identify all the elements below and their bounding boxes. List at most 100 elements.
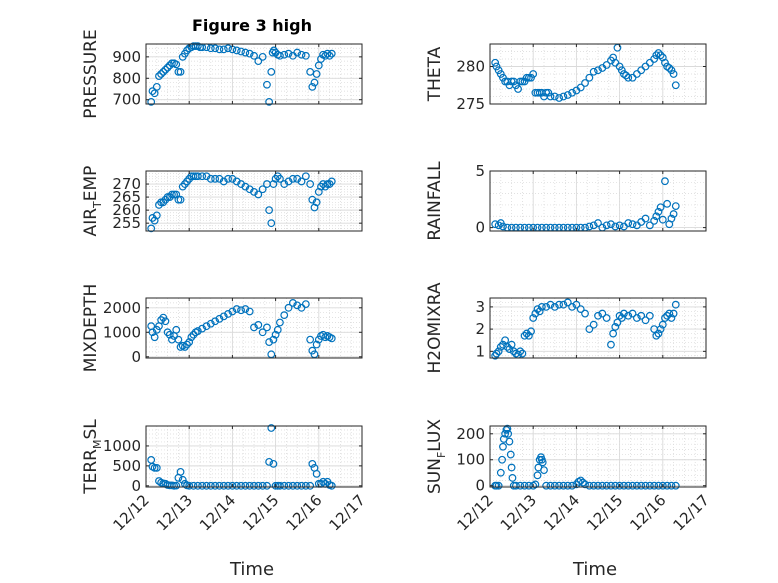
- data-point: [598, 481, 607, 490]
- data-point: [499, 442, 507, 451]
- data-point: [550, 481, 559, 490]
- data-point: [263, 80, 271, 89]
- data-point: [273, 325, 282, 334]
- data-point: [503, 342, 512, 351]
- data-point: [658, 320, 667, 329]
- y-axis-label: RAINFALL: [425, 161, 445, 241]
- data-point: [206, 44, 215, 53]
- data-point: [522, 329, 531, 338]
- data-point: [602, 61, 611, 69]
- data-point: [265, 338, 274, 346]
- data-point: [219, 481, 228, 490]
- data-point: [165, 330, 174, 339]
- data-point: [669, 70, 678, 78]
- data-point: [224, 481, 232, 490]
- data-point: [491, 220, 500, 229]
- data-point: [198, 324, 207, 333]
- data-point: [533, 305, 542, 314]
- data-point: [276, 481, 284, 490]
- data-point: [607, 220, 615, 229]
- data-point: [306, 180, 315, 188]
- data-point: [529, 314, 538, 322]
- data-point: [667, 66, 676, 75]
- y-tick-label: 0: [475, 477, 485, 495]
- data-point: [288, 174, 297, 183]
- data-point: [152, 463, 161, 472]
- data-point: [211, 174, 220, 183]
- data-point: [615, 311, 624, 320]
- data-point: [665, 309, 674, 318]
- y-tick-label: 265: [112, 188, 141, 206]
- data-point: [663, 199, 672, 208]
- data-point: [581, 309, 589, 318]
- data-point: [518, 349, 527, 358]
- data-point: [237, 481, 245, 490]
- data-point: [589, 67, 598, 76]
- data-point: [241, 48, 250, 57]
- data-point: [271, 481, 280, 490]
- data-point: [624, 219, 633, 227]
- data-point: [576, 305, 585, 314]
- data-point: [492, 481, 501, 490]
- y-tick-label: 0: [131, 477, 141, 495]
- data-point: [148, 328, 157, 337]
- data-point: [232, 481, 241, 490]
- data-point: [312, 198, 321, 207]
- axes-box: [489, 297, 707, 359]
- data-point: [641, 316, 650, 325]
- data-point: [241, 481, 250, 490]
- x-axis-label-right: Time: [572, 559, 617, 580]
- data-point: [269, 46, 278, 55]
- data-point: [507, 340, 516, 349]
- data-point: [176, 67, 185, 76]
- data-point: [159, 67, 168, 76]
- subplot-sun: 0 100 200 SUNFLUX 12/12 12/13 12/14 12/15 12/16 1…: [425, 419, 713, 535]
- data-point: [559, 92, 568, 101]
- y-axis-label: MIXDEPTH: [81, 284, 101, 373]
- data-point: [671, 481, 680, 490]
- data-point: [611, 322, 620, 331]
- x-tick-label: 12/16: [282, 491, 325, 534]
- data-point: [245, 49, 254, 58]
- data-point: [155, 72, 163, 81]
- data-point: [206, 319, 215, 328]
- data-point: [641, 214, 650, 223]
- x-tick-label: 12/15: [239, 491, 282, 534]
- data-point: [241, 305, 250, 313]
- data-point: [568, 481, 576, 490]
- data-point: [654, 49, 663, 57]
- data-point: [661, 58, 669, 67]
- data-point: [189, 172, 198, 181]
- data-point: [276, 318, 284, 327]
- data-point: [652, 331, 661, 340]
- data-point: [250, 51, 258, 60]
- data-point: [306, 481, 315, 490]
- data-point: [550, 302, 559, 311]
- data-point: [492, 349, 501, 358]
- data-point: [250, 481, 258, 490]
- data-point: [312, 469, 321, 478]
- data-point: [656, 325, 665, 334]
- data-point: [650, 216, 659, 225]
- data-point: [527, 73, 535, 82]
- data-point: [301, 51, 310, 60]
- data-point: [224, 44, 232, 53]
- data-point: [147, 97, 156, 106]
- data-point: [293, 48, 302, 57]
- data-point: [163, 328, 172, 337]
- data-point: [503, 424, 512, 433]
- data-point: [254, 321, 263, 329]
- data-point: [498, 455, 506, 464]
- data-point: [224, 310, 232, 318]
- data-point: [161, 317, 170, 326]
- data-point: [276, 174, 284, 183]
- data-point: [501, 336, 510, 345]
- data-point: [228, 307, 237, 316]
- data-point: [323, 49, 332, 58]
- data-point: [611, 222, 620, 231]
- data-point: [161, 65, 170, 74]
- data-point: [297, 481, 306, 490]
- data-point: [265, 457, 274, 466]
- y-tick-label: 255: [112, 214, 141, 232]
- data-point: [327, 334, 336, 343]
